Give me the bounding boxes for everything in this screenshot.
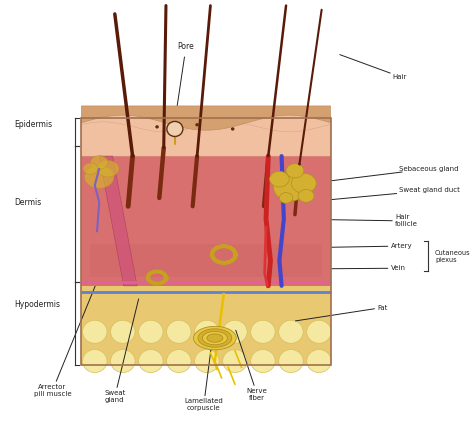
Ellipse shape bbox=[273, 174, 308, 201]
Ellipse shape bbox=[223, 349, 247, 373]
Text: Sebaceous gland: Sebaceous gland bbox=[313, 166, 459, 183]
Ellipse shape bbox=[292, 173, 316, 193]
Ellipse shape bbox=[270, 171, 289, 187]
Text: Nerve
fiber: Nerve fiber bbox=[236, 330, 267, 401]
Text: Hair: Hair bbox=[340, 55, 407, 80]
Ellipse shape bbox=[82, 349, 107, 373]
FancyBboxPatch shape bbox=[82, 115, 330, 156]
Ellipse shape bbox=[83, 163, 98, 174]
Text: Fat: Fat bbox=[295, 304, 388, 321]
Ellipse shape bbox=[251, 320, 275, 343]
Ellipse shape bbox=[298, 189, 314, 202]
Ellipse shape bbox=[110, 349, 135, 373]
Polygon shape bbox=[99, 156, 137, 286]
Ellipse shape bbox=[167, 320, 191, 343]
Text: Hypodermis: Hypodermis bbox=[15, 300, 61, 309]
Ellipse shape bbox=[251, 349, 275, 373]
Ellipse shape bbox=[138, 320, 163, 343]
Ellipse shape bbox=[82, 320, 107, 343]
Polygon shape bbox=[82, 106, 330, 130]
Ellipse shape bbox=[307, 320, 331, 343]
Ellipse shape bbox=[198, 329, 232, 347]
Text: Pore: Pore bbox=[175, 43, 194, 119]
Ellipse shape bbox=[193, 326, 236, 350]
Text: Arrector
pili muscle: Arrector pili muscle bbox=[34, 284, 96, 397]
Text: Epidermis: Epidermis bbox=[15, 120, 53, 129]
Text: Sweat gland duct: Sweat gland duct bbox=[284, 187, 460, 204]
Ellipse shape bbox=[279, 193, 293, 203]
Polygon shape bbox=[82, 122, 330, 156]
Text: Dermis: Dermis bbox=[15, 197, 42, 207]
Text: Vein: Vein bbox=[291, 265, 406, 271]
Text: Artery: Artery bbox=[282, 243, 412, 249]
Ellipse shape bbox=[91, 156, 108, 169]
FancyBboxPatch shape bbox=[91, 244, 322, 277]
Text: Sweat
gland: Sweat gland bbox=[104, 299, 138, 403]
Ellipse shape bbox=[307, 349, 331, 373]
Ellipse shape bbox=[223, 320, 247, 343]
Ellipse shape bbox=[286, 164, 304, 178]
Ellipse shape bbox=[167, 349, 191, 373]
Ellipse shape bbox=[97, 160, 119, 177]
Circle shape bbox=[155, 125, 159, 128]
Ellipse shape bbox=[84, 166, 114, 188]
Ellipse shape bbox=[207, 334, 223, 342]
Bar bbox=[82, 118, 330, 365]
Ellipse shape bbox=[138, 349, 163, 373]
Text: Lamellated
corpuscle: Lamellated corpuscle bbox=[184, 339, 223, 411]
Ellipse shape bbox=[279, 320, 303, 343]
Ellipse shape bbox=[202, 331, 228, 345]
Ellipse shape bbox=[195, 320, 219, 343]
Ellipse shape bbox=[110, 320, 135, 343]
FancyBboxPatch shape bbox=[82, 156, 330, 286]
Circle shape bbox=[231, 127, 235, 131]
Text: Cutaneous
plexus: Cutaneous plexus bbox=[435, 250, 471, 263]
Circle shape bbox=[167, 121, 183, 136]
Ellipse shape bbox=[279, 349, 303, 373]
Text: Hair
follicle: Hair follicle bbox=[282, 214, 418, 227]
Circle shape bbox=[195, 123, 199, 126]
Ellipse shape bbox=[195, 349, 219, 373]
FancyBboxPatch shape bbox=[82, 286, 330, 365]
